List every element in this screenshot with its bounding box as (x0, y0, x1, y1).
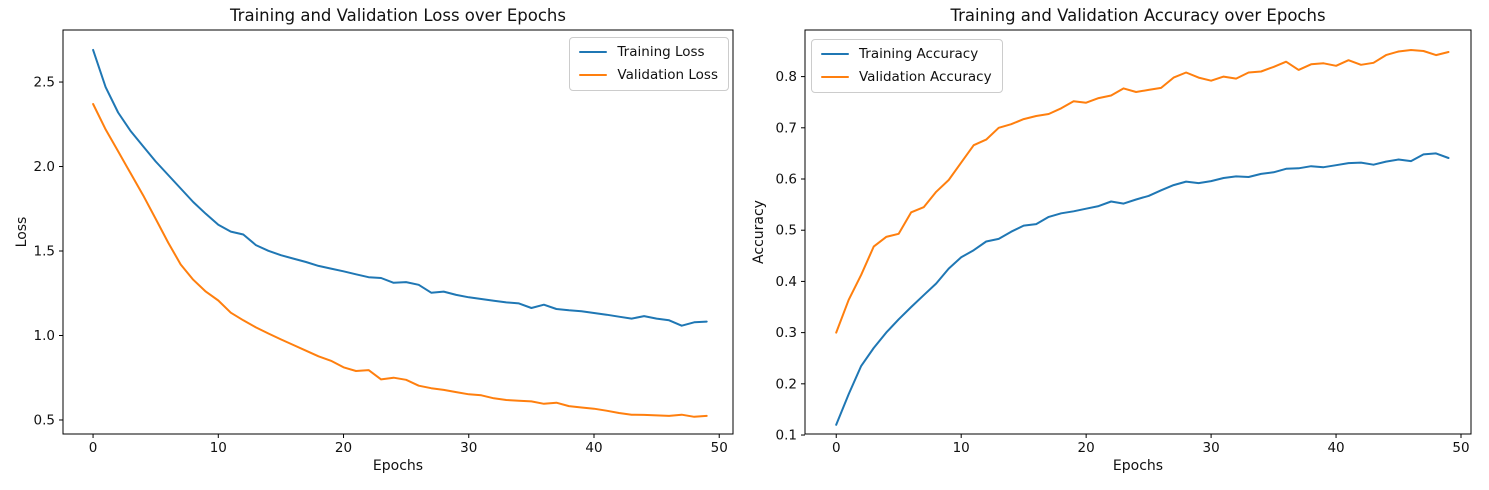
legend-entry-training-accuracy: Training Accuracy (821, 46, 992, 62)
legend-entry-validation-accuracy: Validation Accuracy (821, 69, 992, 85)
x-tick-label: 0 (832, 440, 841, 456)
validation-accuracy-line-swatch (821, 75, 849, 79)
loss-chart-panel: 0 10 20 30 40 50 0.5 1.0 1.5 2.0 2.5 Training and … (14, 6, 734, 474)
loss-y-axis-label: Loss (14, 216, 30, 248)
x-tick-label: 30 (1203, 440, 1220, 456)
y-tick-label: 0.8 (776, 69, 797, 85)
accuracy-chart-panel: 0 10 20 30 40 50 0.1 0.2 0.3 0.4 0.5 0.6 0.7 0.8 Trai… (745, 0, 1489, 490)
training-loss-line (92, 48, 708, 327)
axes-frame (804, 29, 1472, 435)
accuracy-x-axis-label: Epochs (1112, 458, 1164, 474)
x-tick-label: 20 (1078, 440, 1095, 456)
y-tick-label: 0.4 (776, 274, 797, 290)
accuracy-chart-title: Training and Validation Accuracy over Ep… (950, 6, 1326, 25)
x-tick-label: 20 (335, 440, 352, 456)
y-tick-label: 0.5 (34, 412, 55, 428)
x-tick-label: 10 (953, 440, 970, 456)
validation-loss-line-swatch (579, 73, 608, 77)
x-tick-label: 0 (89, 440, 98, 456)
x-tick-label: 40 (585, 440, 602, 456)
legend-label-training-accuracy: Training Accuracy (859, 46, 979, 62)
y-tick-label: 0.2 (776, 376, 797, 392)
y-tick-label: 0.6 (776, 172, 797, 188)
y-tick-label: 1.0 (34, 328, 55, 344)
legend-label-validation-loss: Validation Loss (617, 67, 718, 83)
y-tick-label: 2.0 (34, 159, 55, 175)
legend-label-training-loss: Training Loss (617, 44, 705, 60)
y-tick-label: 2.5 (34, 75, 55, 91)
training-accuracy-line (835, 152, 1450, 426)
x-tick-label: 40 (1327, 440, 1344, 456)
training-accuracy-line-swatch (821, 52, 849, 56)
y-tick-label: 0.5 (776, 223, 797, 239)
x-tick-label: 50 (711, 440, 728, 456)
loss-legend: Training Loss Validation Loss (569, 37, 729, 91)
loss-chart-canvas: 0 10 20 30 40 50 0.5 1.0 1.5 2.0 2.5 (34, 29, 734, 456)
x-tick-label: 10 (210, 440, 227, 456)
x-tick-label: 50 (1452, 440, 1469, 456)
training-loss-line-swatch (579, 50, 608, 54)
loss-chart-title: Training and Validation Loss over Epochs (230, 6, 566, 25)
legend-entry-validation-loss: Validation Loss (579, 67, 718, 83)
y-tick-label: 0.1 (776, 428, 797, 444)
accuracy-y-axis-label: Accuracy (751, 200, 767, 264)
loss-x-axis-label: Epochs (372, 458, 424, 474)
validation-accuracy-line (835, 49, 1450, 334)
axes-frame (62, 29, 734, 435)
y-tick-label: 1.5 (34, 244, 55, 260)
validation-loss-line (92, 103, 708, 418)
accuracy-legend: Training Accuracy Validation Accuracy (811, 39, 1003, 93)
legend-label-validation-accuracy: Validation Accuracy (859, 69, 992, 85)
y-tick-label: 0.3 (776, 325, 797, 341)
y-tick-label: 0.7 (776, 120, 797, 136)
legend-entry-training-loss: Training Loss (579, 44, 718, 60)
x-tick-label: 30 (460, 440, 477, 456)
accuracy-chart-canvas: 0 10 20 30 40 50 0.1 0.2 0.3 0.4 0.5 0.6 0.7 0.8 (776, 29, 1472, 456)
